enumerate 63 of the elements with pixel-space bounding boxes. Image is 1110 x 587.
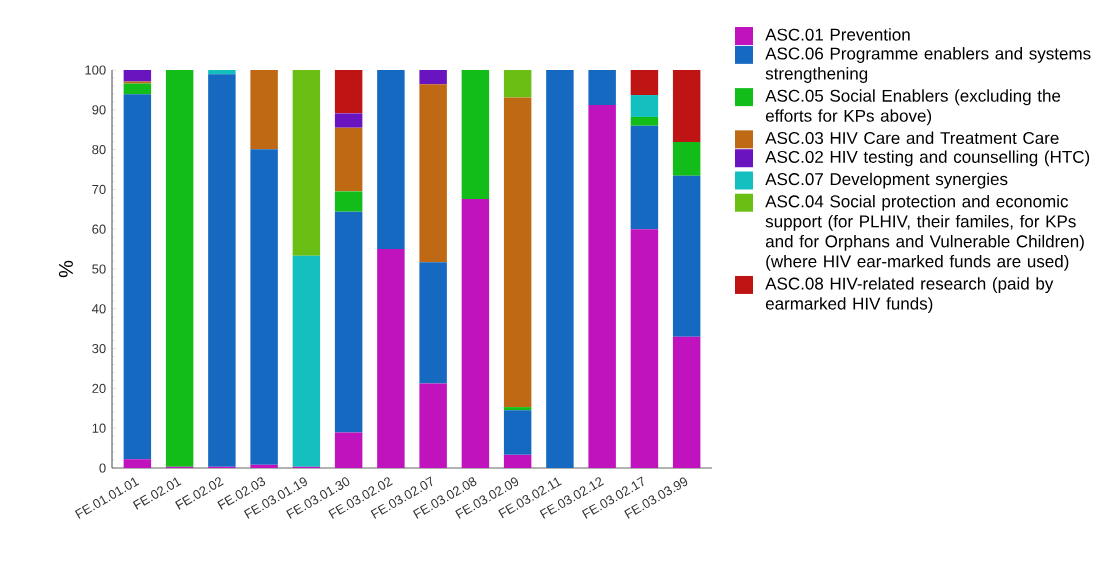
- legend-label: ASC.08 HIV-related research (paid by earmarked HIV funds): [765, 277, 1054, 313]
- bar: [334, 191, 363, 212]
- bar: [630, 116, 659, 126]
- bar: [588, 69, 616, 106]
- bar: [334, 127, 363, 192]
- bar: [630, 125, 659, 230]
- bar: [419, 84, 447, 263]
- y-tick-label: 90: [92, 105, 106, 115]
- y-tick-label: 10: [92, 423, 106, 433]
- y-tick-label: 40: [91, 304, 106, 314]
- legend-label: ASC.07 Development synergies: [765, 172, 1008, 189]
- bar: [461, 69, 490, 199]
- bar: [672, 142, 701, 176]
- bar: [503, 407, 532, 411]
- legend-label: ASC.05 Social Enablers (excluding the efforts for KPs above): [765, 89, 1061, 126]
- legend-label: ASC.01 Prevention: [765, 28, 910, 41]
- bar: [503, 97, 532, 408]
- bar: [123, 69, 152, 82]
- bar: [334, 69, 363, 114]
- bar: [123, 83, 152, 95]
- legend-label: ASC.06 Programme enablers and systems strengthening: [765, 47, 1091, 83]
- bar: [250, 464, 278, 468]
- bar: [546, 69, 574, 468]
- y-tick-label: 100: [85, 65, 106, 75]
- bar: [419, 262, 447, 384]
- bar: [588, 105, 616, 468]
- bar: [208, 74, 236, 467]
- bar: [292, 255, 321, 467]
- bar: [503, 454, 532, 468]
- bar: [334, 113, 363, 128]
- bar: [419, 69, 447, 85]
- y-tick-label: 70: [92, 184, 106, 194]
- bar: [123, 94, 152, 460]
- bar: [503, 69, 532, 98]
- bar: [208, 69, 236, 75]
- bar: [123, 459, 152, 468]
- y-tick-label: 80: [92, 144, 106, 155]
- legend-label: ASC.02 HIV testing and counselling (HTC): [765, 150, 1090, 167]
- bar: [672, 69, 701, 143]
- y-axis-title: %: [58, 260, 73, 278]
- y-tick-label: 0: [99, 463, 106, 473]
- bar: [503, 410, 532, 455]
- bar: [377, 69, 405, 250]
- bar: [165, 69, 194, 467]
- bar: [672, 336, 701, 468]
- bar: [334, 432, 363, 468]
- bar: [630, 69, 659, 96]
- bar: [630, 95, 659, 117]
- bar: [250, 149, 278, 465]
- bar: [334, 211, 363, 433]
- legend-label: ASC.04 Social protection and economic support (for PLHIV, their familes, for KPs and for Orphans and Vulnerable Children) (where HIV ear-marked funds are used): [765, 194, 1084, 271]
- y-tick-label: 30: [92, 343, 106, 354]
- bar: [630, 229, 659, 468]
- bar: [250, 69, 278, 150]
- y-tick-label: 60: [92, 224, 106, 234]
- bar: [672, 175, 701, 337]
- y-tick-label: 20: [92, 383, 106, 393]
- bar: [419, 383, 447, 468]
- y-tick-label: 50: [92, 264, 106, 274]
- legend-label: ASC.03 HIV Care and Treatment Care: [765, 131, 1059, 145]
- bar: [292, 69, 321, 256]
- bar: [377, 249, 405, 468]
- bar: [461, 198, 490, 468]
